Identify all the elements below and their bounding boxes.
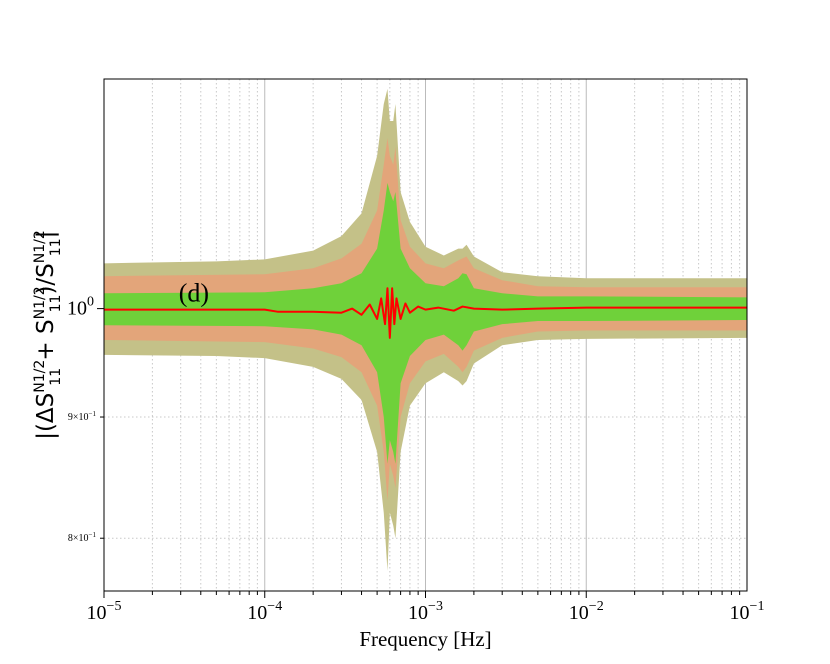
confidence-bands [104, 88, 747, 571]
y-tick-label: 100 [67, 295, 94, 320]
y-tick-label: 8×10−1 [68, 531, 97, 544]
median-line [104, 287, 747, 339]
y-tick-label: 9×10−1 [68, 410, 97, 423]
y-axis-label-text: |(ΔSN1/211 + SN1/211)/SN1/211| [32, 230, 64, 440]
tick-marks [97, 308, 741, 598]
tick-labels: 10−5 10−4 10−3 10−2 10−1 100 9×10−1 8×10−1 [67, 295, 764, 624]
y-axis-label: |(ΔSN1/211 + SN1/211)/SN1/211| [32, 230, 64, 440]
x-tick-label: 10−1 [730, 599, 765, 624]
x-tick-label: 10−2 [569, 599, 604, 624]
x-tick-label: 10−4 [247, 599, 282, 624]
median-line-layer [104, 287, 747, 339]
x-axis-label: Frequency [Hz] [359, 627, 491, 651]
x-tick-label: 10−5 [87, 599, 122, 624]
panel-annotation: (d) [179, 279, 209, 308]
x-tick-label: 10−3 [408, 599, 443, 624]
band-3 [104, 182, 747, 464]
